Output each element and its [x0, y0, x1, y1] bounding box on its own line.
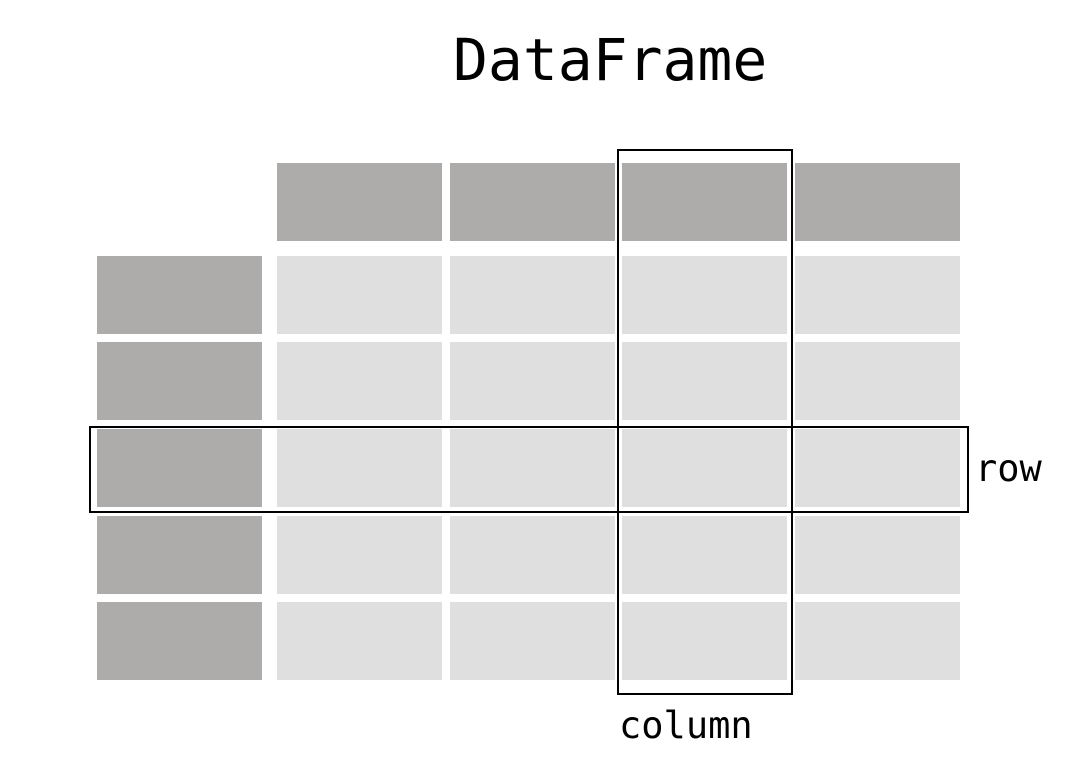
row-index-cell [97, 342, 262, 420]
data-cell [622, 602, 787, 680]
row-label: row [975, 447, 1042, 490]
column-header-cell [450, 163, 615, 241]
data-cell [450, 429, 615, 507]
row-index-cell [97, 516, 262, 594]
column-label: column [619, 704, 753, 747]
data-cell [277, 516, 442, 594]
diagram-title: DataFrame [453, 26, 768, 94]
column-highlight-box [617, 149, 793, 695]
data-cell [450, 516, 615, 594]
column-header-cell [277, 163, 442, 241]
data-cell [450, 602, 615, 680]
row-highlight-box [89, 426, 969, 513]
row-index-cell [97, 429, 262, 507]
data-cell [622, 516, 787, 594]
data-cell [277, 342, 442, 420]
data-cell [622, 256, 787, 334]
row-index-cell [97, 256, 262, 334]
row-index-cell [97, 602, 262, 680]
data-cell [277, 429, 442, 507]
data-cell [795, 256, 960, 334]
column-header-cell [795, 163, 960, 241]
data-cell [795, 516, 960, 594]
data-cell [795, 429, 960, 507]
data-cell [450, 342, 615, 420]
data-cell [795, 342, 960, 420]
data-cell [622, 342, 787, 420]
data-cell [277, 256, 442, 334]
data-cell [622, 429, 787, 507]
column-header-cell [622, 163, 787, 241]
data-cell [450, 256, 615, 334]
data-cell [277, 602, 442, 680]
data-cell [795, 602, 960, 680]
